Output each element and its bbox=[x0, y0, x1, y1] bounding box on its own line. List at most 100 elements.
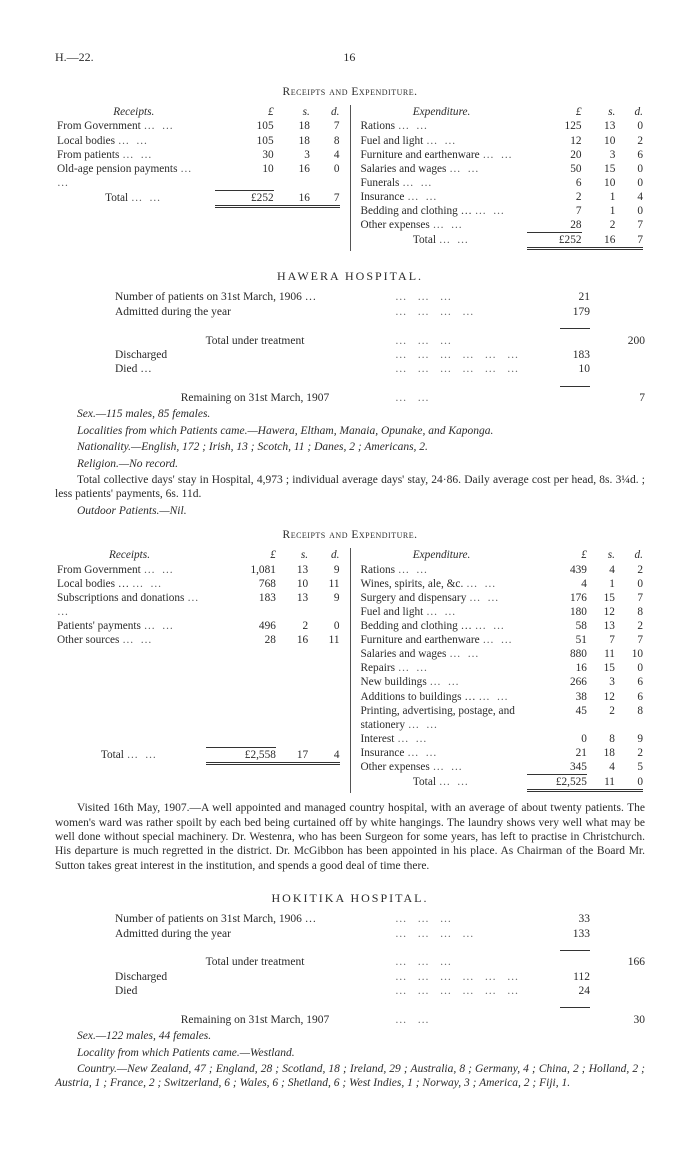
note-sex: Sex.—122 males, 44 females. bbox=[77, 1030, 211, 1042]
row-d: 5 bbox=[617, 760, 645, 774]
row-L: 28 bbox=[525, 218, 584, 232]
row-label: Additions to buildings … … … bbox=[359, 690, 525, 704]
row-s: 2 bbox=[584, 218, 618, 232]
row-L: 7 bbox=[525, 204, 584, 218]
row-L: 2 bbox=[525, 190, 584, 204]
stat-value: 10 bbox=[545, 362, 590, 376]
total-d: 7 bbox=[312, 191, 342, 205]
row-label: Insurance … … bbox=[359, 190, 525, 204]
hawera-stats: Number of patients on 31st March, 1906 …… bbox=[115, 290, 645, 405]
ledger-row: Printing, advertising, postage, and stat… bbox=[359, 704, 646, 732]
visit-text: Visited 16th May, 1907.—A well appointed… bbox=[55, 801, 645, 873]
ledger-row: Bedding and clothing … … …58132 bbox=[359, 619, 646, 633]
row-d: 6 bbox=[617, 148, 645, 162]
note-locality: Locality from which Patients came.—Westl… bbox=[77, 1047, 295, 1059]
receipts-heading: Receipts. bbox=[113, 106, 154, 118]
row-d: 2 bbox=[617, 563, 645, 577]
row-L: 266 bbox=[525, 675, 589, 689]
col-L: £ bbox=[525, 548, 589, 562]
row-L: 6 bbox=[525, 176, 584, 190]
col-s: s. bbox=[584, 105, 618, 119]
row-d: 0 bbox=[617, 176, 645, 190]
total-L: £252 bbox=[525, 233, 584, 247]
total-s: 16 bbox=[276, 191, 312, 205]
row-L: 183 bbox=[204, 591, 278, 619]
row-d: 6 bbox=[617, 690, 645, 704]
row-s: 1 bbox=[589, 577, 617, 591]
row-L: 0 bbox=[525, 732, 589, 746]
row-d: 8 bbox=[617, 605, 645, 619]
row-d: 2 bbox=[617, 134, 645, 148]
stat-label: Discharged bbox=[115, 970, 395, 984]
row-s: 12 bbox=[589, 605, 617, 619]
ledger-row: From patients … …3034 bbox=[55, 148, 342, 162]
row-d: 4 bbox=[617, 190, 645, 204]
total-label: Total bbox=[105, 192, 128, 204]
row-label: Bedding and clothing … … … bbox=[359, 204, 525, 218]
row-label: Fuel and light … … bbox=[359, 134, 525, 148]
row-d: 9 bbox=[310, 563, 341, 577]
ledger-row: New buildings … …26636 bbox=[359, 675, 646, 689]
row-L: 4 bbox=[525, 577, 589, 591]
row-s: 12 bbox=[589, 690, 617, 704]
col-s: s. bbox=[276, 105, 312, 119]
stat-label: Remaining on 31st March, 1907 bbox=[115, 1013, 395, 1027]
stat-value: 112 bbox=[545, 970, 590, 984]
row-L: 20 bbox=[525, 148, 584, 162]
row-L: 12 bbox=[525, 134, 584, 148]
receipts-side: Receipts. £ s. d. From Government … …105… bbox=[55, 105, 342, 251]
row-L: 180 bbox=[525, 605, 589, 619]
row-d: 7 bbox=[617, 218, 645, 232]
note-localities: Localities from which Patients came.—Haw… bbox=[77, 425, 493, 437]
total-L: £2,558 bbox=[204, 748, 278, 762]
row-label: Rations … … bbox=[359, 563, 525, 577]
row-s: 1 bbox=[584, 204, 618, 218]
ledger-row: Fuel and light … …180128 bbox=[359, 605, 646, 619]
stat-label: Number of patients on 31st March, 1906 … bbox=[115, 912, 395, 926]
ledger-row: Salaries and wages … …50150 bbox=[359, 162, 646, 176]
ledger-row: Wines, spirits, ale, &c. … …410 bbox=[359, 577, 646, 591]
col-L: £ bbox=[525, 105, 584, 119]
ledger-row: Local bodies … … …7681011 bbox=[55, 577, 342, 591]
row-d: 8 bbox=[312, 134, 342, 148]
row-L: 51 bbox=[525, 633, 589, 647]
ledger-row: Salaries and wages … …8801110 bbox=[359, 647, 646, 661]
row-s: 1 bbox=[584, 190, 618, 204]
row-s: 18 bbox=[276, 134, 312, 148]
row-s: 18 bbox=[276, 119, 312, 133]
hokitika-title: HOKITIKA HOSPITAL. bbox=[55, 891, 645, 906]
total-d: 7 bbox=[617, 233, 645, 247]
row-label: Salaries and wages … … bbox=[359, 162, 525, 176]
row-s: 13 bbox=[584, 119, 618, 133]
section2-title: Receipts and Expenditure. bbox=[55, 528, 645, 542]
row-L: 50 bbox=[525, 162, 584, 176]
ledger-row: Additions to buildings … … …38126 bbox=[359, 690, 646, 704]
total-s: 17 bbox=[278, 748, 310, 762]
row-d: 7 bbox=[312, 119, 342, 133]
row-s: 3 bbox=[589, 675, 617, 689]
row-d: 9 bbox=[310, 591, 341, 619]
ledger-section2: Receipts. £ s. d. From Government … …1,0… bbox=[55, 548, 645, 793]
row-d: 11 bbox=[310, 577, 341, 591]
total-d: 0 bbox=[617, 775, 645, 789]
row-label: Funerals … … bbox=[359, 176, 525, 190]
ledger-row: Old-age pension payments … …10160 bbox=[55, 162, 342, 190]
row-d: 8 bbox=[617, 704, 645, 732]
row-s: 8 bbox=[589, 732, 617, 746]
col-d: d. bbox=[617, 548, 645, 562]
total-L: £2,525 bbox=[525, 775, 589, 789]
ledger-row: Furniture and earthenware … …5177 bbox=[359, 633, 646, 647]
ledger-row: Other expenses … …2827 bbox=[359, 218, 646, 232]
note-collective: Total collective days' stay in Hospital,… bbox=[55, 473, 645, 502]
ledger-row: Patients' payments … …49620 bbox=[55, 619, 342, 633]
stat-label: Admitted during the year bbox=[115, 927, 395, 941]
row-d: 4 bbox=[312, 148, 342, 162]
ledger-row: From Government … …105187 bbox=[55, 119, 342, 133]
expenditure-table-1: Expenditure. £ s. d. Rations … …125130Fu… bbox=[359, 105, 646, 251]
row-s: 10 bbox=[584, 134, 618, 148]
ledger-row: Repairs … …16150 bbox=[359, 661, 646, 675]
stat-value: 166 bbox=[590, 955, 645, 969]
row-s: 4 bbox=[589, 563, 617, 577]
receipts-table-2: Receipts. £ s. d. From Government … …1,0… bbox=[55, 548, 342, 766]
row-label: From Government … … bbox=[55, 119, 213, 133]
